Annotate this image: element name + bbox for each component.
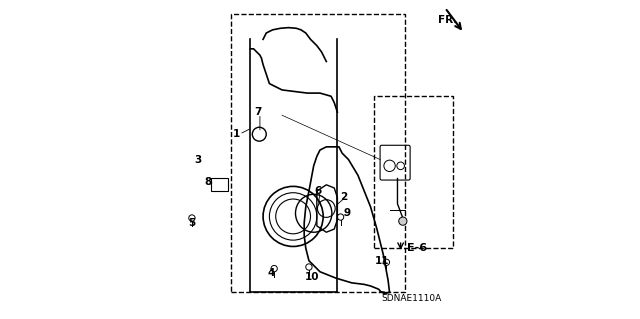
Circle shape <box>337 214 344 220</box>
Text: 9: 9 <box>343 208 351 218</box>
Text: 5: 5 <box>188 218 196 228</box>
Text: 3: 3 <box>195 154 202 165</box>
Bar <box>211 178 228 191</box>
Text: 7: 7 <box>255 107 262 117</box>
Text: 11: 11 <box>374 256 389 266</box>
Text: 10: 10 <box>305 271 319 281</box>
Circle shape <box>399 217 407 225</box>
Text: SDNAE1110A: SDNAE1110A <box>381 294 442 303</box>
Text: 8: 8 <box>204 177 211 187</box>
Text: E-6: E-6 <box>407 243 427 253</box>
Text: 2: 2 <box>340 192 348 203</box>
Circle shape <box>189 215 195 221</box>
Text: 4: 4 <box>268 268 275 278</box>
Text: 6: 6 <box>315 186 322 196</box>
Circle shape <box>383 259 390 265</box>
Bar <box>232 14 405 292</box>
Circle shape <box>306 264 312 270</box>
Circle shape <box>271 265 277 272</box>
Text: FR.: FR. <box>438 15 458 26</box>
Bar <box>374 96 453 248</box>
Text: 1: 1 <box>232 129 240 139</box>
